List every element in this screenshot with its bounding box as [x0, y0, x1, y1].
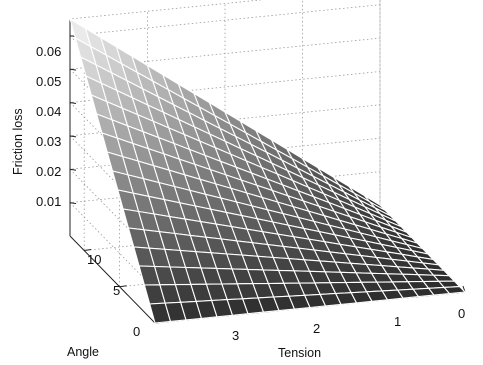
z-tick-label: 0.05 [36, 74, 61, 89]
tick-labels: 0.01 0.02 0.03 0.04 0.05 0.06 0 5 10 0 1… [36, 44, 465, 343]
surface-cell [443, 286, 467, 295]
z-tick-mark [69, 168, 77, 171]
z-tick-mark [69, 202, 77, 205]
z-tick-mark [69, 135, 77, 138]
y-tick-label: 10 [87, 252, 101, 267]
surface-mesh [69, 17, 467, 324]
y-tick-label: 5 [113, 283, 120, 298]
x-tick-label: 1 [394, 314, 401, 329]
x-tick-label: 0 [458, 306, 465, 321]
z-tick-label: 0.03 [36, 134, 61, 149]
z-axis-label: Friction loss [11, 108, 25, 175]
x-tick-label: 3 [232, 328, 239, 343]
grid-line [83, 33, 395, 251]
y-tick-mark [119, 285, 127, 288]
x-axis-label: Tension [278, 346, 321, 360]
y-tick-mark [84, 249, 92, 251]
z-tick-mark [69, 68, 77, 71]
z-tick-label: 0.01 [36, 194, 61, 209]
x-tick-label: 2 [313, 321, 320, 336]
y-tick-label: 0 [133, 324, 140, 339]
z-tick-label: 0.06 [36, 44, 61, 59]
z-tick-mark [69, 101, 77, 104]
z-tick-label: 0.02 [36, 164, 61, 179]
z-tick-label: 0.04 [36, 104, 61, 119]
y-axis-label: Angle [67, 345, 99, 359]
